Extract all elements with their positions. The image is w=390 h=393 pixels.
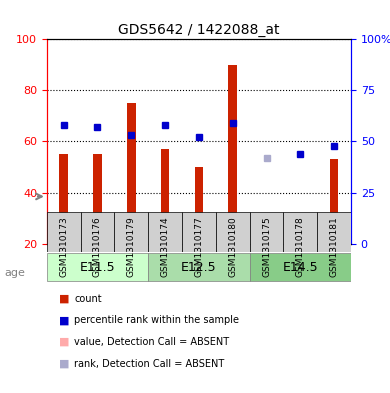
Bar [81,212,114,252]
Bar [47,212,81,252]
Text: GSM1310179: GSM1310179 [127,216,136,277]
Text: GSM1310174: GSM1310174 [161,216,170,277]
Bar [93,154,102,244]
Bar [284,212,317,252]
Text: age: age [4,268,25,278]
Text: percentile rank within the sample: percentile rank within the sample [74,315,239,325]
Text: E14.5: E14.5 [282,261,318,274]
Bar [161,149,169,244]
Text: ■: ■ [58,358,69,369]
Title: GDS5642 / 1422088_at: GDS5642 / 1422088_at [118,23,280,37]
Bar [262,236,271,244]
Text: E11.5: E11.5 [80,261,115,274]
Bar [317,212,351,252]
Text: ■: ■ [58,337,69,347]
Text: GSM1310181: GSM1310181 [330,216,339,277]
Text: GSM1310173: GSM1310173 [59,216,68,277]
FancyBboxPatch shape [148,253,250,281]
Bar [330,159,338,244]
Text: ■: ■ [58,294,69,304]
Bar [182,212,216,252]
Text: GSM1310178: GSM1310178 [296,216,305,277]
Text: count: count [74,294,102,304]
Text: GSM1310176: GSM1310176 [93,216,102,277]
Text: value, Detection Call = ABSENT: value, Detection Call = ABSENT [74,337,229,347]
Text: GSM1310175: GSM1310175 [262,216,271,277]
Bar [296,218,305,244]
Bar [114,212,148,252]
Text: E12.5: E12.5 [181,261,217,274]
Bar [216,212,250,252]
Bar [59,154,68,244]
Bar [250,212,284,252]
FancyBboxPatch shape [47,253,148,281]
Bar [229,65,237,244]
FancyBboxPatch shape [250,253,351,281]
Text: rank, Detection Call = ABSENT: rank, Detection Call = ABSENT [74,358,224,369]
Text: GSM1310177: GSM1310177 [194,216,204,277]
Bar [148,212,182,252]
Text: GSM1310180: GSM1310180 [228,216,237,277]
Bar [195,167,203,244]
Bar [127,103,135,244]
Text: ■: ■ [58,315,69,325]
